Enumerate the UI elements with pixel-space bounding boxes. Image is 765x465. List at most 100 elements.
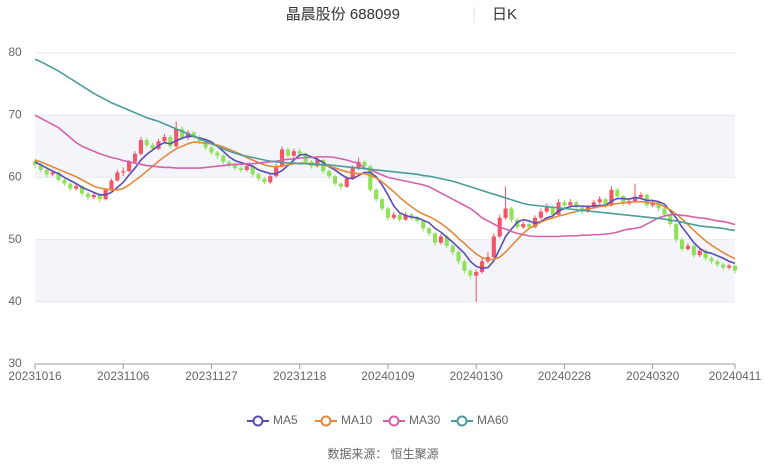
- candle-body: [438, 236, 443, 243]
- candle-body: [121, 171, 126, 173]
- x-tick-label: 20240320: [626, 369, 680, 383]
- x-tick-label: 20240411: [709, 369, 762, 383]
- candle-body: [674, 224, 679, 240]
- candle-body: [409, 214, 414, 218]
- legend-item: MA30: [383, 413, 441, 427]
- candle-body: [680, 239, 685, 249]
- candle-body: [480, 261, 485, 272]
- legend-item: MA5: [247, 413, 298, 427]
- candle-body: [621, 196, 626, 204]
- candle-body: [368, 166, 373, 190]
- candle-body: [315, 159, 320, 167]
- legend-marker: [388, 415, 400, 427]
- candle-body: [521, 224, 526, 228]
- candle-body: [38, 164, 43, 170]
- y-tick-label: 80: [8, 45, 22, 59]
- ma-line: [34, 58, 736, 232]
- candle-body: [468, 270, 473, 276]
- candle-body: [385, 208, 390, 218]
- candle-body: [344, 178, 349, 187]
- candle-body: [327, 171, 332, 177]
- candle-body: [591, 202, 596, 208]
- y-tick-label: 50: [8, 232, 22, 246]
- candle-body: [374, 189, 379, 200]
- candle-body: [715, 261, 720, 265]
- candle-body: [144, 140, 149, 146]
- candle-body: [450, 245, 455, 253]
- ma-line: [34, 114, 736, 238]
- candle-body: [274, 166, 279, 177]
- candle-body: [662, 208, 667, 215]
- legend-label: MA5: [273, 413, 298, 427]
- candle-body: [685, 245, 690, 249]
- candle-body: [50, 172, 55, 175]
- x-tick-label: 20240109: [361, 369, 415, 383]
- candle-body: [285, 149, 290, 156]
- candle-body: [132, 153, 138, 162]
- candle-body: [250, 166, 255, 175]
- candle-body: [538, 211, 543, 218]
- candle-body: [574, 202, 579, 208]
- candle-body: [615, 189, 620, 197]
- candle-body: [603, 199, 608, 206]
- candle-body: [709, 258, 714, 262]
- candle-body: [150, 145, 155, 149]
- candle-body: [238, 168, 243, 170]
- legend-marker: [320, 415, 332, 427]
- candle-body: [509, 208, 514, 220]
- candle-body: [297, 151, 302, 154]
- candle-body: [403, 214, 408, 220]
- candle-body: [427, 228, 432, 234]
- candle-body: [703, 250, 708, 259]
- candle-body: [691, 245, 696, 256]
- candle-body: [474, 271, 479, 276]
- candle-body: [191, 132, 196, 137]
- candle-body: [138, 140, 143, 154]
- candle-body: [338, 183, 343, 187]
- candle-body: [380, 199, 385, 209]
- x-tick-label: 20231016: [8, 369, 62, 383]
- candle-body: [503, 208, 508, 218]
- candle-body: [362, 161, 367, 167]
- candle-body: [732, 265, 738, 271]
- x-tick-label: 20240228: [538, 369, 592, 383]
- candle-body: [268, 176, 273, 183]
- candle-body: [444, 236, 449, 246]
- candle-body: [727, 265, 732, 268]
- legend-label: MA30: [409, 413, 441, 427]
- candle-body: [568, 202, 573, 206]
- candle-body: [162, 136, 167, 142]
- candle-body: [527, 224, 532, 228]
- candle-body: [562, 202, 567, 206]
- grid-band: [35, 239, 735, 302]
- x-tick-label: 20231106: [97, 369, 150, 383]
- candle-body: [491, 236, 496, 258]
- candle-body: [180, 128, 185, 138]
- ma-line: [34, 135, 736, 270]
- chart-title: 晶晨股份 688099: [286, 6, 400, 23]
- legend-marker: [456, 415, 468, 427]
- candle-body: [668, 214, 673, 225]
- candle-body: [656, 202, 661, 209]
- legend-item: MA10: [315, 413, 373, 427]
- candle-body: [650, 202, 655, 206]
- candle-body: [44, 169, 49, 175]
- candle-body: [597, 199, 602, 203]
- candle-body: [203, 141, 208, 148]
- candle-body: [415, 217, 420, 221]
- y-tick-label: 70: [8, 107, 22, 121]
- candle-body: [109, 180, 114, 190]
- candle-body: [550, 207, 555, 215]
- candle-body: [291, 151, 296, 156]
- candle-body: [421, 220, 426, 229]
- candle-body: [174, 128, 179, 147]
- candle-body: [580, 207, 585, 212]
- candle-body: [232, 164, 238, 169]
- candle-body: [215, 152, 220, 156]
- candle-body: [432, 233, 438, 243]
- candle-body: [256, 174, 261, 179]
- x-tick-label: 20231218: [273, 369, 327, 383]
- candle-body: [115, 172, 120, 181]
- candle-body: [721, 264, 726, 268]
- candle-body: [280, 149, 285, 167]
